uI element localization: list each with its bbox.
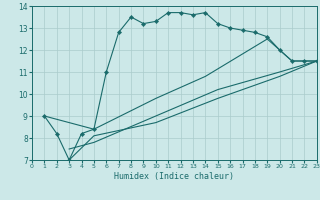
X-axis label: Humidex (Indice chaleur): Humidex (Indice chaleur)	[115, 172, 234, 181]
